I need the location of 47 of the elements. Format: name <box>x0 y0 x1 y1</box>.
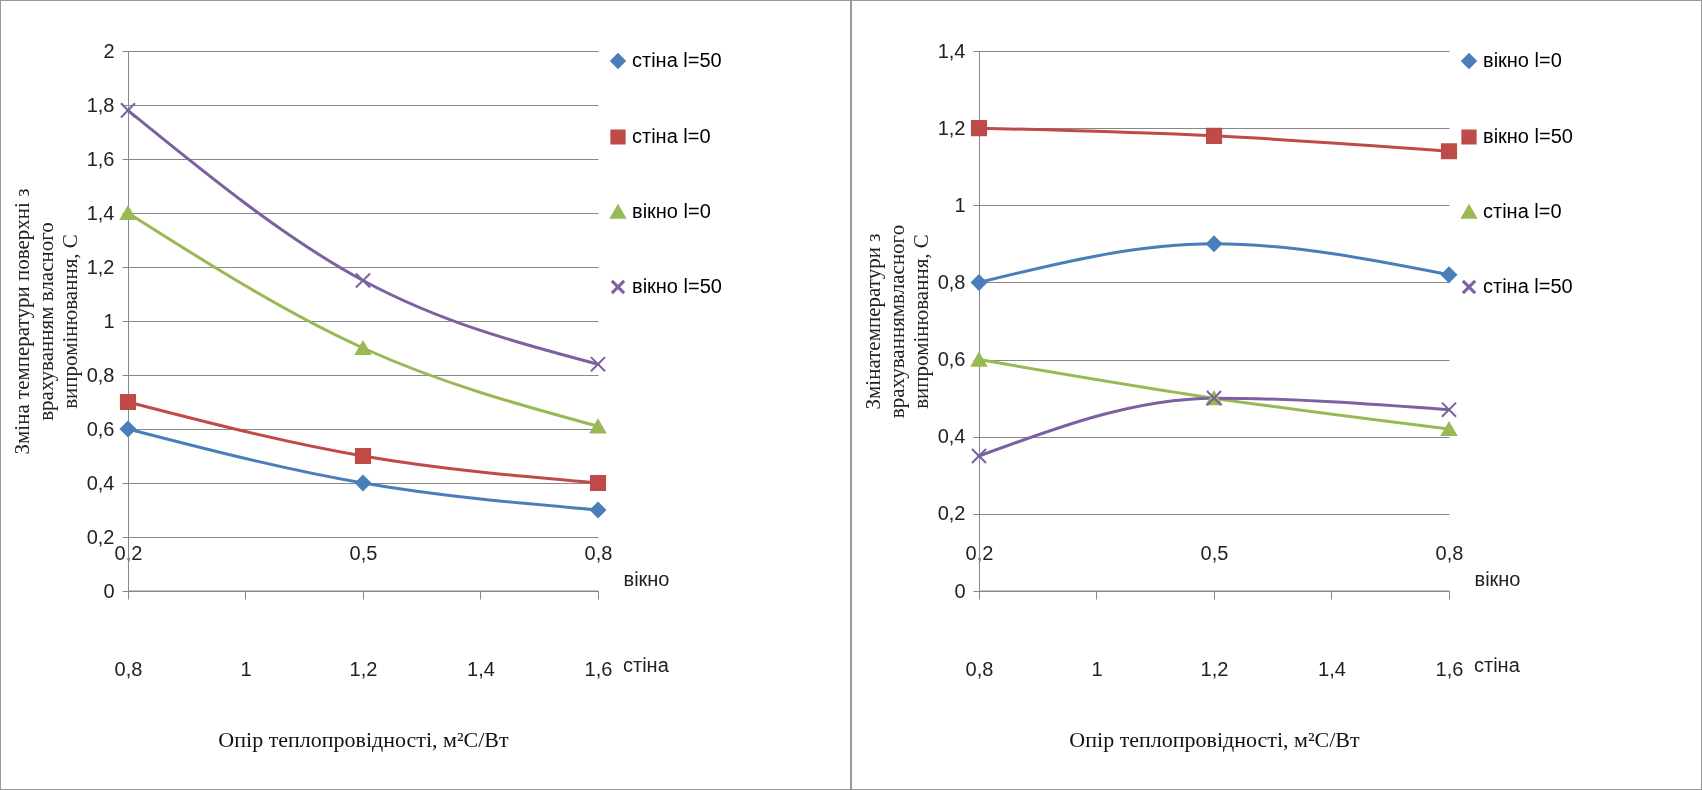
y-tick-label: 0,6 <box>937 348 966 371</box>
y-tick-label: 1,4 <box>937 39 966 62</box>
y-tick-label: 0 <box>954 579 966 602</box>
y-axis-title: Зміна температури поверхні з врахуванням власного випромінювання, С <box>9 188 82 455</box>
legend-label: стіна l=0 <box>632 125 711 147</box>
x-axis-title: Опір теплопровідності, м²C/Вт <box>218 726 510 752</box>
x2-tick-label: 0,5 <box>1200 541 1229 564</box>
x2-tick-label: 0,5 <box>349 541 378 564</box>
x2-axis-title: вікно <box>1474 567 1521 590</box>
y-tick-label: 0,2 <box>86 525 115 548</box>
text: стіна <box>623 654 670 676</box>
x2-axis-title: вікно <box>623 567 670 590</box>
legend-label: вікно l=50 <box>632 275 722 297</box>
x-tick-label: 1,6 <box>1435 657 1464 680</box>
y-tick-label: 0,8 <box>937 270 966 293</box>
legend-label: вікно l=50 <box>1483 125 1573 147</box>
y-tick-label: 1 <box>954 193 966 216</box>
y-axis-title: Змінатемператури з врахуваннямвласного випромінювання, С <box>860 224 933 419</box>
y-tick-label: 0,6 <box>86 417 115 440</box>
y-tick-label: 0,2 <box>937 502 966 525</box>
legend-label: стіна l=50 <box>1483 275 1573 297</box>
y-tick-label: 1,2 <box>86 255 115 278</box>
y-tick-label: 0,4 <box>86 471 115 494</box>
legend-label: стіна l=0 <box>1483 200 1562 222</box>
y-tick-label: 0 <box>103 579 115 602</box>
legend-label: стіна l=50 <box>632 49 722 71</box>
y-tick-label: 1,4 <box>86 201 115 224</box>
x-tick-label: 1 <box>1091 657 1103 680</box>
x-tick-label: 1 <box>240 657 252 680</box>
x-tick-label: 1,4 <box>467 657 495 680</box>
y-tick-label: 2 <box>103 39 115 62</box>
x-tick-label: 1,2 <box>1200 657 1229 680</box>
x-tick-label: 1,4 <box>1318 657 1346 680</box>
x-tick-label: 1,2 <box>349 657 378 680</box>
legend-label: вікно l=0 <box>1483 49 1562 71</box>
legend-label: вікно l=0 <box>632 200 711 222</box>
y-tick-label: 1 <box>103 309 115 332</box>
text: стіна <box>1474 654 1521 676</box>
y-tick-label: 0,4 <box>937 425 966 448</box>
x2-tick-label: 0,8 <box>1435 541 1464 564</box>
x2-tick-label: 0,8 <box>584 541 613 564</box>
y-tick-label: 1,2 <box>937 116 966 139</box>
y-tick-label: 1,8 <box>86 93 115 116</box>
x-axis-title: Опір теплопровідності, м²C/Вт <box>1069 726 1361 752</box>
y-tick-label: 0,8 <box>86 363 115 386</box>
x-tick-label: 1,6 <box>584 657 613 680</box>
y-tick-label: 1,6 <box>86 147 115 170</box>
